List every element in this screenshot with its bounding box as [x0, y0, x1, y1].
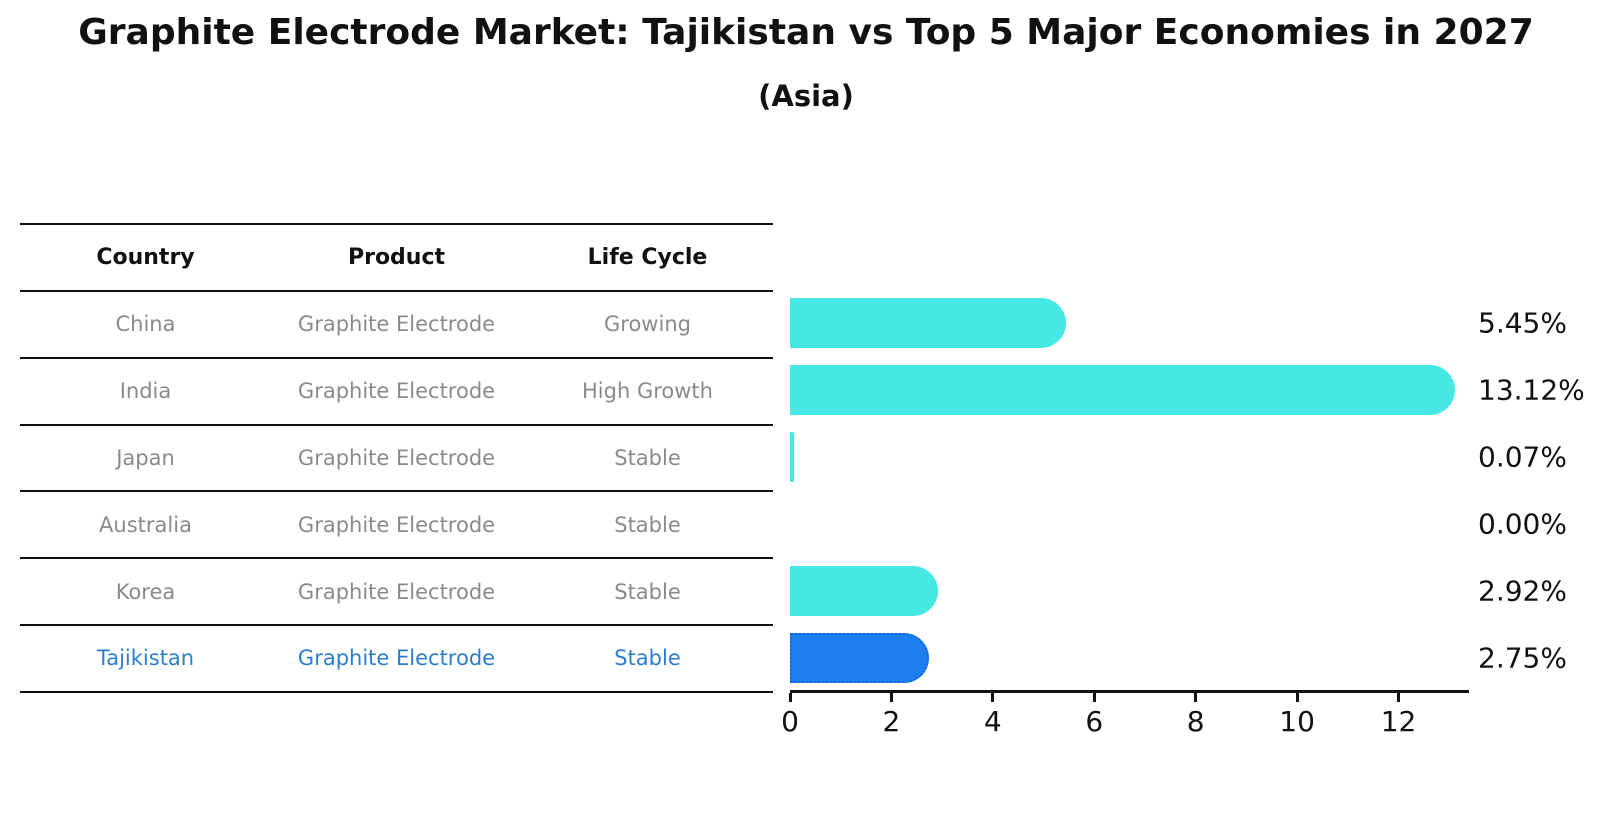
table-cell-country: China	[115, 312, 176, 337]
table-cell-life-cycle: Stable	[614, 579, 681, 604]
column-header-life-cycle: Life Cycle	[587, 245, 708, 270]
x-axis-tick	[889, 693, 893, 702]
table-cell-life-cycle: High Growth	[582, 379, 713, 404]
column-header-product: Product	[347, 245, 446, 270]
bar-chart-plot-area: 0 2 4 6 8 10 12	[781, 290, 1469, 738]
table-cell-country: Australia	[99, 512, 192, 537]
bar-japan	[790, 432, 794, 483]
table-row: Japan Graphite Electrode Stable	[20, 423, 773, 491]
x-axis-tick-label: 0	[781, 705, 799, 738]
column-header-country: Country	[96, 245, 195, 270]
table-cell-life-cycle: Stable	[614, 445, 681, 470]
table-row: China Graphite Electrode Growing	[20, 290, 773, 357]
x-axis-tick	[991, 693, 995, 702]
x-axis-tick	[1092, 693, 1096, 702]
x-axis-tick-label: 6	[1085, 705, 1104, 738]
table-cell-product: Graphite Electrode	[297, 445, 496, 470]
table-cell-product: Graphite Electrode	[297, 379, 496, 404]
table-cell-product: Graphite Electrode	[297, 512, 496, 537]
x-axis-tick-label: 8	[1186, 705, 1205, 738]
bar-china	[790, 298, 1067, 349]
x-axis-tick-label: 10	[1279, 705, 1315, 738]
table-row: Australia Graphite Electrode Stable	[20, 490, 773, 557]
table-header-row: Country Product Life Cycle	[20, 223, 773, 290]
bar-korea	[790, 565, 939, 616]
x-axis-tick-label: 4	[983, 705, 1002, 738]
table-row: Korea Graphite Electrode Stable	[20, 557, 773, 624]
table-cell-product: Graphite Electrode	[297, 579, 496, 604]
table-body: China Graphite Electrode Growing India Graph…	[20, 290, 773, 693]
bar-india	[790, 365, 1456, 416]
value-label-australia: 0.00%	[1478, 507, 1567, 541]
value-label-korea: 2.92%	[1478, 574, 1567, 608]
x-axis-tick	[1295, 693, 1299, 702]
table-cell-life-cycle: Growing	[604, 312, 691, 337]
table-cell-country: Japan	[116, 445, 175, 470]
x-axis-tick-label: 12	[1380, 705, 1417, 738]
table-cell-country: Tajikistan	[96, 646, 195, 671]
table-row: Tajikistan Graphite Electrode Stable	[20, 623, 773, 693]
value-label-india: 13.12%	[1478, 373, 1585, 407]
value-label-japan: 0.07%	[1478, 440, 1567, 474]
summary-table: Country Product Life Cycle China Graphite…	[20, 223, 773, 693]
chart-subtitle: (Asia)	[758, 79, 854, 113]
table-cell-country: India	[119, 379, 172, 404]
value-label-tajikistan: 2.75%	[1478, 641, 1567, 675]
table-row: India Graphite Electrode High Growth	[20, 356, 773, 424]
bar-tajikistan	[790, 632, 930, 683]
table-cell-life-cycle: Stable	[614, 646, 681, 671]
x-axis-line	[790, 690, 1469, 693]
x-axis-tick	[1194, 693, 1198, 702]
x-axis-tick	[788, 693, 792, 702]
table-cell-product: Graphite Electrode	[297, 312, 496, 337]
table-cell-country: Korea	[115, 579, 176, 604]
table-cell-product: Graphite Electrode	[297, 646, 496, 671]
x-axis-tick-label: 2	[882, 705, 901, 738]
table-cell-life-cycle: Stable	[614, 512, 681, 537]
chart-title: Graphite Electrode Market: Tajikistan vs…	[78, 12, 1534, 53]
x-axis-tick	[1397, 693, 1401, 702]
value-label-china: 5.45%	[1478, 306, 1567, 340]
